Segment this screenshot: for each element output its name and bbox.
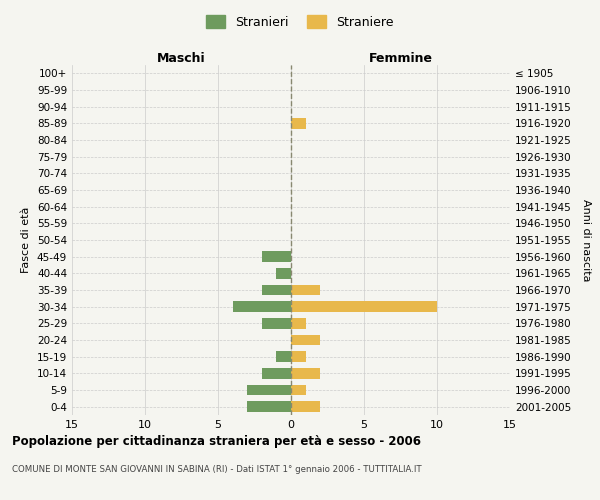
Bar: [233, 301, 291, 312]
Bar: [291, 118, 305, 128]
Bar: [262, 251, 291, 262]
Text: COMUNE DI MONTE SAN GIOVANNI IN SABINA (RI) - Dati ISTAT 1° gennaio 2006 - TUTTI: COMUNE DI MONTE SAN GIOVANNI IN SABINA (…: [12, 465, 422, 474]
Bar: [291, 318, 305, 329]
Text: Popolazione per cittadinanza straniera per età e sesso - 2006: Popolazione per cittadinanza straniera p…: [12, 435, 421, 448]
Text: Maschi: Maschi: [157, 52, 206, 65]
Bar: [291, 334, 320, 345]
Bar: [291, 301, 437, 312]
Bar: [291, 284, 320, 296]
Bar: [247, 384, 291, 396]
Legend: Stranieri, Straniere: Stranieri, Straniere: [203, 11, 397, 32]
Bar: [247, 401, 291, 412]
Bar: [291, 384, 305, 396]
Bar: [277, 268, 291, 279]
Y-axis label: Anni di nascita: Anni di nascita: [581, 198, 591, 281]
Bar: [291, 351, 305, 362]
Bar: [262, 368, 291, 379]
Bar: [291, 368, 320, 379]
Text: Femmine: Femmine: [368, 52, 433, 65]
Bar: [277, 351, 291, 362]
Bar: [262, 284, 291, 296]
Bar: [262, 318, 291, 329]
Y-axis label: Fasce di età: Fasce di età: [22, 207, 31, 273]
Bar: [291, 401, 320, 412]
